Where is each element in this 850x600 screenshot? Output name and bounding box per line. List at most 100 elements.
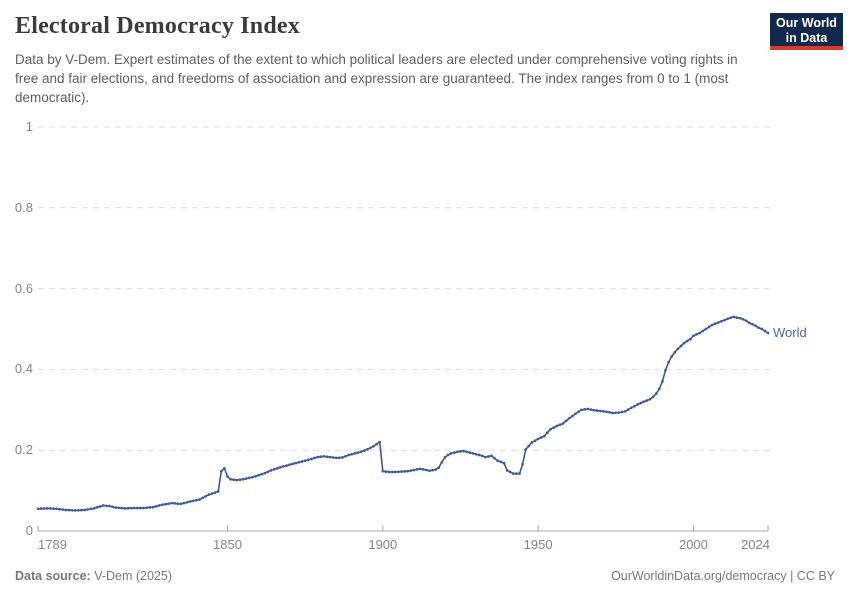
data-point — [95, 506, 99, 509]
data-point — [465, 450, 469, 454]
data-point — [238, 478, 242, 482]
data-point — [561, 422, 565, 425]
data-point — [372, 444, 375, 448]
data-point — [598, 409, 602, 413]
data-point — [421, 468, 425, 471]
data-point — [362, 449, 366, 452]
data-point — [744, 319, 748, 323]
data-point — [720, 319, 723, 323]
data-point — [98, 505, 102, 508]
data-point — [266, 470, 270, 474]
data-point — [114, 506, 118, 509]
data-point — [260, 472, 264, 476]
data-point — [210, 492, 214, 495]
data-point — [247, 476, 251, 480]
footer-credit[interactable]: OurWorldinData.org/democracy | CC BY — [611, 569, 835, 583]
data-point — [58, 507, 62, 511]
data-point — [760, 327, 764, 331]
data-point — [667, 360, 670, 364]
data-point — [170, 501, 173, 505]
data-point — [636, 403, 639, 406]
y-tick-label: 1 — [25, 119, 33, 134]
data-point — [70, 508, 74, 512]
data-point — [325, 455, 329, 459]
x-tick-label: 2000 — [678, 537, 708, 552]
world-line-path[interactable] — [37, 316, 769, 512]
data-point — [77, 508, 80, 512]
owid-logo: Our World in Data — [770, 13, 843, 50]
data-point — [347, 453, 350, 457]
data-point — [142, 506, 145, 510]
data-point — [577, 410, 580, 414]
data-point — [415, 468, 419, 471]
data-point — [223, 467, 226, 470]
data-point — [431, 468, 434, 472]
series-world-line[interactable] — [36, 315, 770, 512]
data-point — [496, 459, 500, 463]
data-point — [344, 454, 347, 458]
data-point — [164, 502, 167, 506]
data-point — [546, 431, 549, 434]
data-point — [359, 450, 363, 454]
data-point — [611, 411, 615, 415]
data-point — [695, 332, 698, 336]
data-point — [639, 401, 642, 405]
data-point — [654, 392, 658, 395]
data-source-label: Data source: — [15, 569, 91, 583]
data-point — [45, 507, 49, 510]
data-point — [92, 507, 96, 510]
data-point — [36, 507, 40, 511]
data-point — [589, 408, 593, 411]
data-point — [403, 470, 406, 473]
data-point — [241, 477, 245, 481]
data-point — [428, 469, 431, 473]
data-point — [331, 456, 335, 459]
data-point — [468, 451, 472, 454]
data-point — [664, 368, 667, 372]
data-point — [176, 502, 180, 506]
data-point — [716, 321, 720, 324]
data-point — [692, 334, 695, 338]
data-point — [462, 449, 465, 453]
data-point — [235, 478, 239, 482]
data-point — [493, 456, 496, 460]
data-point — [337, 456, 341, 460]
series-label-world[interactable]: World — [773, 325, 807, 341]
data-point — [173, 502, 177, 505]
data-point — [201, 496, 204, 500]
data-point — [369, 446, 372, 450]
data-point — [226, 475, 229, 478]
data-point — [89, 507, 93, 511]
data-point — [670, 355, 674, 358]
data-point — [191, 499, 195, 503]
x-tick-label: 2024 — [741, 537, 770, 552]
data-point — [356, 451, 360, 454]
data-point — [704, 327, 708, 331]
data-point — [434, 468, 437, 471]
data-point — [651, 395, 655, 399]
data-point — [250, 475, 254, 479]
data-point — [182, 501, 186, 505]
data-point — [741, 317, 745, 321]
data-point — [139, 506, 142, 510]
data-point — [316, 455, 319, 459]
y-tick-label: 0.6 — [14, 280, 33, 296]
data-point — [533, 439, 537, 443]
data-point — [179, 502, 183, 506]
data-point — [633, 404, 636, 408]
data-point — [723, 318, 726, 322]
data-point — [518, 472, 521, 475]
data-point — [294, 461, 298, 465]
data-point — [602, 410, 605, 413]
data-point — [278, 466, 282, 469]
data-point — [490, 454, 493, 458]
data-point — [766, 331, 770, 335]
data-point — [623, 410, 627, 413]
data-point — [620, 410, 624, 414]
data-point — [542, 434, 546, 438]
data-point — [661, 380, 664, 383]
data-point — [726, 317, 729, 321]
data-point — [157, 504, 161, 507]
